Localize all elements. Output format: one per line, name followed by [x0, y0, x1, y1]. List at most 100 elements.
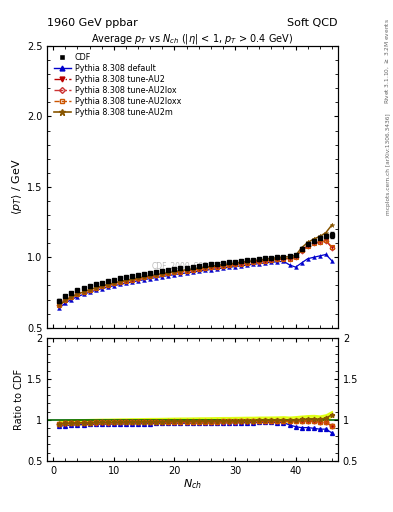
Pythia 8.308 tune-AU2loxx: [299, 247, 304, 253]
Pythia 8.308 tune-AU2: [81, 289, 86, 295]
Pythia 8.308 tune-AU2m: [299, 245, 304, 251]
Pythia 8.308 tune-AU2lox: [305, 243, 310, 249]
Pythia 8.308 tune-AU2: [202, 265, 207, 271]
Pythia 8.308 tune-AU2loxx: [184, 268, 189, 274]
Pythia 8.308 default: [118, 282, 122, 288]
Line: Pythia 8.308 tune-AU2: Pythia 8.308 tune-AU2: [57, 239, 334, 307]
Pythia 8.308 tune-AU2loxx: [178, 268, 183, 274]
Pythia 8.308 tune-AU2loxx: [142, 274, 147, 281]
Pythia 8.308 tune-AU2lox: [318, 239, 322, 245]
Pythia 8.308 tune-AU2lox: [57, 302, 62, 308]
Pythia 8.308 tune-AU2lox: [154, 272, 159, 279]
Pythia 8.308 default: [202, 267, 207, 273]
Pythia 8.308 tune-AU2loxx: [81, 289, 86, 295]
Pythia 8.308 tune-AU2: [293, 254, 298, 260]
Pythia 8.308 tune-AU2lox: [118, 279, 122, 285]
Pythia 8.308 default: [257, 261, 262, 267]
Pythia 8.308 tune-AU2: [281, 255, 286, 262]
Pythia 8.308 default: [196, 268, 201, 274]
Pythia 8.308 tune-AU2: [142, 274, 147, 281]
Pythia 8.308 tune-AU2m: [105, 282, 110, 288]
Pythia 8.308 tune-AU2m: [251, 258, 255, 264]
Pythia 8.308 tune-AU2: [196, 266, 201, 272]
Pythia 8.308 tune-AU2lox: [172, 269, 177, 275]
Pythia 8.308 default: [215, 266, 219, 272]
Pythia 8.308 default: [220, 265, 225, 271]
Pythia 8.308 tune-AU2m: [293, 252, 298, 259]
Pythia 8.308 tune-AU2m: [148, 273, 152, 279]
Pythia 8.308 tune-AU2: [305, 243, 310, 249]
Pythia 8.308 tune-AU2lox: [239, 261, 243, 267]
Pythia 8.308 tune-AU2loxx: [136, 275, 140, 282]
Text: Rivet 3.1.10, $\geq$ 3.2M events: Rivet 3.1.10, $\geq$ 3.2M events: [384, 18, 391, 104]
Pythia 8.308 tune-AU2: [130, 276, 134, 283]
Pythia 8.308 default: [105, 284, 110, 290]
Pythia 8.308 tune-AU2lox: [93, 285, 98, 291]
Pythia 8.308 tune-AU2loxx: [166, 270, 171, 276]
Pythia 8.308 tune-AU2: [323, 238, 328, 244]
Pythia 8.308 tune-AU2loxx: [130, 276, 134, 283]
Pythia 8.308 tune-AU2m: [63, 297, 68, 304]
Pythia 8.308 tune-AU2loxx: [196, 266, 201, 272]
Pythia 8.308 tune-AU2loxx: [93, 285, 98, 291]
Pythia 8.308 default: [239, 263, 243, 269]
Pythia 8.308 tune-AU2: [123, 278, 128, 284]
Pythia 8.308 tune-AU2loxx: [287, 255, 292, 262]
Pythia 8.308 tune-AU2lox: [166, 270, 171, 276]
Pythia 8.308 tune-AU2: [257, 259, 262, 265]
Pythia 8.308 tune-AU2m: [318, 233, 322, 240]
Pythia 8.308 default: [299, 260, 304, 266]
Pythia 8.308 tune-AU2: [87, 287, 92, 293]
Pythia 8.308 tune-AU2: [154, 272, 159, 279]
Text: mcplots.cern.ch [arXiv:1306.3436]: mcplots.cern.ch [arXiv:1306.3436]: [386, 113, 391, 215]
Pythia 8.308 tune-AU2: [148, 273, 152, 280]
Line: Pythia 8.308 default: Pythia 8.308 default: [57, 252, 334, 310]
Pythia 8.308 tune-AU2lox: [311, 241, 316, 247]
Pythia 8.308 default: [330, 258, 334, 264]
Pythia 8.308 default: [318, 253, 322, 259]
Pythia 8.308 default: [184, 270, 189, 276]
Pythia 8.308 tune-AU2lox: [178, 269, 183, 275]
Pythia 8.308 default: [293, 264, 298, 270]
Pythia 8.308 default: [305, 255, 310, 262]
X-axis label: $N_{ch}$: $N_{ch}$: [183, 477, 202, 491]
Pythia 8.308 tune-AU2lox: [112, 281, 116, 287]
Pythia 8.308 tune-AU2m: [166, 269, 171, 275]
Pythia 8.308 default: [57, 305, 62, 311]
Pythia 8.308 default: [148, 275, 152, 282]
Pythia 8.308 default: [275, 259, 280, 265]
Pythia 8.308 tune-AU2lox: [220, 263, 225, 269]
Pythia 8.308 tune-AU2m: [275, 254, 280, 261]
Pythia 8.308 default: [123, 280, 128, 286]
Pythia 8.308 tune-AU2: [172, 269, 177, 275]
Pythia 8.308 tune-AU2m: [99, 283, 104, 289]
Line: Pythia 8.308 tune-AU2m: Pythia 8.308 tune-AU2m: [57, 223, 334, 308]
Pythia 8.308 tune-AU2loxx: [220, 263, 225, 269]
Pythia 8.308 default: [63, 300, 68, 306]
Pythia 8.308 tune-AU2lox: [136, 275, 140, 282]
Pythia 8.308 tune-AU2loxx: [293, 254, 298, 260]
Pythia 8.308 tune-AU2m: [227, 261, 231, 267]
Pythia 8.308 tune-AU2m: [81, 289, 86, 295]
Pythia 8.308 default: [172, 271, 177, 278]
Pythia 8.308 tune-AU2m: [220, 262, 225, 268]
Pythia 8.308 tune-AU2loxx: [172, 269, 177, 275]
Pythia 8.308 tune-AU2m: [245, 259, 250, 265]
Pythia 8.308 tune-AU2lox: [105, 282, 110, 288]
Pythia 8.308 tune-AU2: [263, 258, 268, 264]
Pythia 8.308 tune-AU2m: [75, 291, 80, 297]
Pythia 8.308 tune-AU2lox: [299, 247, 304, 253]
Pythia 8.308 tune-AU2: [233, 262, 237, 268]
Pythia 8.308 tune-AU2m: [87, 287, 92, 293]
Pythia 8.308 tune-AU2: [105, 282, 110, 288]
Pythia 8.308 tune-AU2lox: [148, 273, 152, 280]
Pythia 8.308 tune-AU2m: [118, 279, 122, 285]
Pythia 8.308 tune-AU2: [330, 244, 334, 250]
Pythia 8.308 tune-AU2: [178, 269, 183, 275]
Pythia 8.308 tune-AU2loxx: [215, 264, 219, 270]
Pythia 8.308 tune-AU2: [208, 265, 213, 271]
Pythia 8.308 tune-AU2lox: [233, 262, 237, 268]
Pythia 8.308 tune-AU2: [269, 258, 274, 264]
Pythia 8.308 tune-AU2loxx: [118, 279, 122, 285]
Pythia 8.308 tune-AU2: [99, 283, 104, 289]
